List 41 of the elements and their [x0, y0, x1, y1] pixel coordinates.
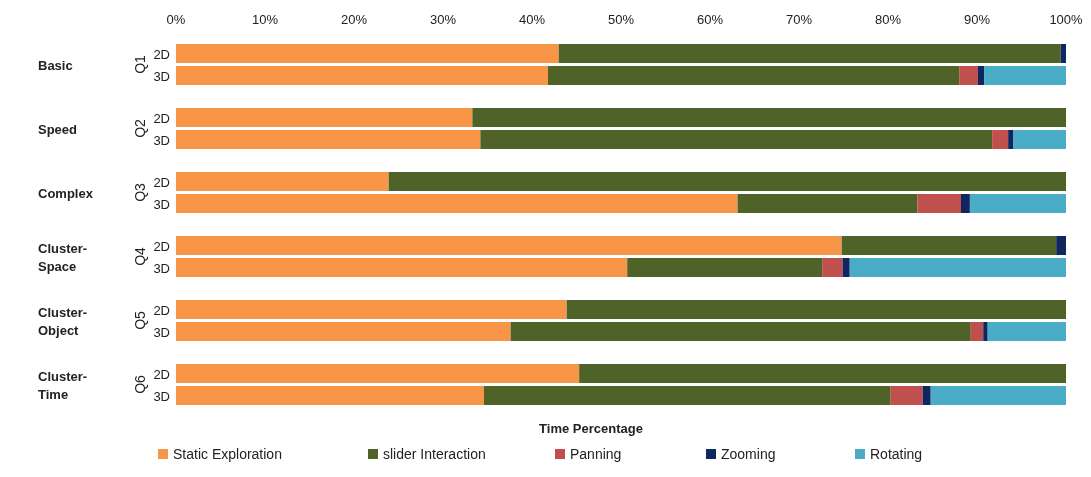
y-tick-label: 2D — [153, 366, 170, 382]
legend-label: Rotating — [870, 446, 923, 462]
x-tick-label: 70% — [785, 12, 813, 27]
y-tick-label: 3D — [153, 196, 170, 212]
y-tick-label: 3D — [153, 68, 170, 84]
y-tick-label: 3D — [153, 132, 170, 148]
x-axis-title: Time Percentage — [539, 421, 643, 436]
text: Basic — [38, 57, 73, 73]
text: Complex — [38, 185, 94, 201]
x-tick-label: 40% — [518, 12, 546, 27]
text: Q2 — [132, 118, 148, 138]
y-tick-label: 2D — [153, 302, 170, 318]
x-tick-label: 100% — [1049, 12, 1084, 27]
text: Q6 — [132, 374, 148, 394]
text: Q3 — [132, 182, 148, 202]
text: Cluster-Space — [38, 240, 88, 274]
y-tick-label: 3D — [153, 260, 170, 276]
x-tick-label: 90% — [963, 12, 991, 27]
x-tick-label: 30% — [429, 12, 457, 27]
text: Q1 — [132, 54, 148, 74]
legend-label: Panning — [570, 446, 622, 462]
text: Speed — [38, 121, 78, 137]
y-tick-label: 2D — [153, 174, 170, 190]
y-tick-label: 3D — [153, 388, 170, 404]
y-tick-label: 2D — [153, 110, 170, 126]
text: Q4 — [132, 246, 148, 266]
legend-label: Zooming — [721, 446, 776, 462]
y-tick-label: 2D — [153, 238, 170, 254]
y-tick-label: 3D — [153, 324, 170, 340]
x-tick-label: 10% — [251, 12, 279, 27]
text: Q5 — [132, 310, 148, 330]
legend-label: Static Exploration — [173, 446, 282, 462]
legend-label: slider Interaction — [383, 446, 486, 462]
x-tick-label: 0% — [166, 12, 186, 27]
y-tick-label: 2D — [153, 46, 170, 62]
text: Cluster-Time — [38, 368, 88, 402]
x-tick-label: 60% — [696, 12, 724, 27]
x-tick-label: 80% — [874, 12, 902, 27]
x-tick-label: 50% — [607, 12, 635, 27]
x-tick-label: 20% — [340, 12, 368, 27]
text: Cluster-Object — [38, 304, 88, 338]
